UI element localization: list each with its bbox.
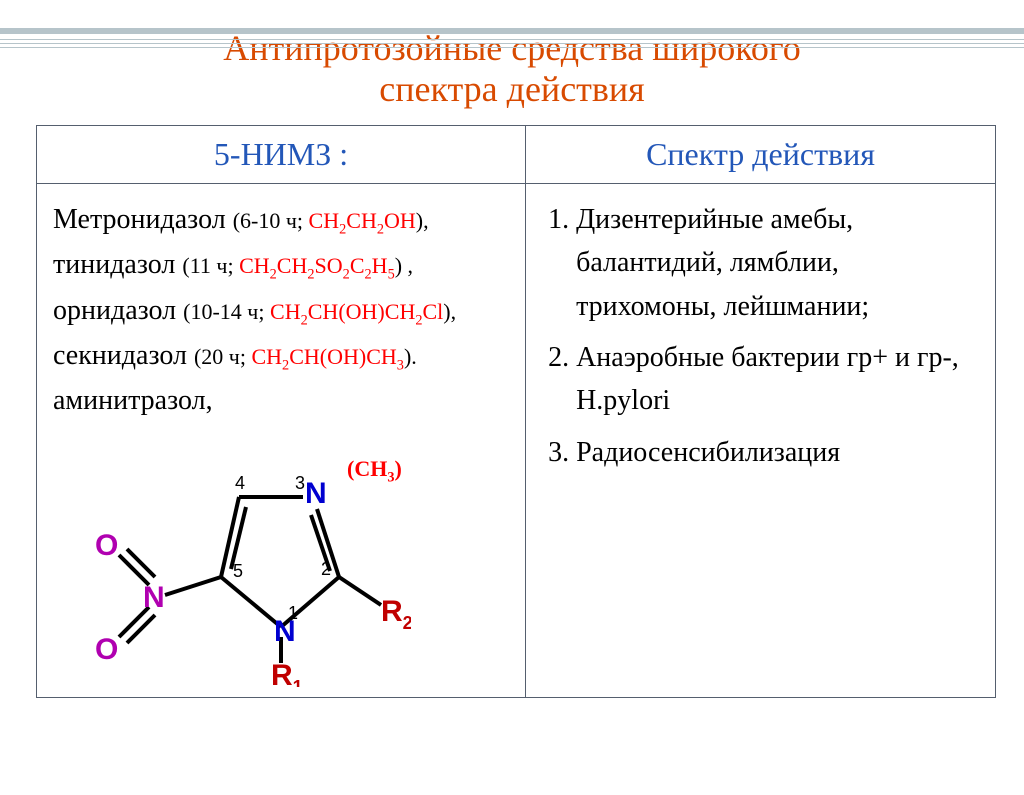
drug-detail-post: ), [416,208,429,233]
title-line-2: спектра действия [379,69,644,109]
drug-line: Метронидазол (6-10 ч; CH2CH2OH), [53,198,509,241]
atom-n-nitro: N [143,581,165,614]
ch3-label: (CH3) [347,452,402,489]
ringnum-5: 5 [233,561,243,581]
drug-detail-post: ). [404,344,417,369]
drug-formula: CH2CH(OH)CH3 [251,344,403,369]
drug-formula: CH2CH2OH [309,208,416,233]
spectrum-item: Анаэробные бактерии гр+ и гр-, H.pylori [576,336,979,423]
atom-o2: O [95,633,118,666]
drugs-list: Метронидазол (6-10 ч; CH2CH2OH),тинидазо… [53,198,509,423]
drug-line: секнидазол (20 ч; CH2CH(OH)CH3). [53,334,509,377]
atom-o1: O [95,529,118,562]
table-body-row: Метронидазол (6-10 ч; CH2CH2OH),тинидазо… [37,183,996,697]
slide-rule-lines [0,36,1024,48]
cell-drugs: Метронидазол (6-10 ч; CH2CH2OH),тинидазо… [37,183,526,697]
spectrum-list: Дизентерийные амебы, балантидий, лямблии… [542,198,979,474]
drug-detail-pre: (20 ч; [194,344,252,369]
header-right: Спектр действия [526,125,996,183]
header-right-text: Спектр действия [646,136,875,172]
drug-formula: CH2CH(OH)CH2Cl [270,299,443,324]
drug-detail-pre: (11 ч; [182,253,239,278]
drug-line: аминитразол, [53,379,509,422]
ch3-text: (CH3) [347,456,402,481]
atom-n3: N [305,477,327,510]
drug-formula: CH2CH2SO2C2H5 [239,253,395,278]
drug-name: тинидазол [53,249,182,280]
drug-detail-post: ) , [395,253,413,278]
drug-line: орнидазол (10-14 ч; CH2CH(OH)CH2Cl), [53,289,509,332]
drug-detail-pre: (10-14 ч; [183,299,270,324]
ringnum-2: 2 [321,559,331,579]
atom-r2: R2 [381,595,411,633]
drug-name: Метронидазол [53,204,233,235]
ringnum-1: 1 [288,603,298,623]
slide-top-border [0,28,1024,34]
table-header-row: 5-НИМЗ : Спектр действия [37,125,996,183]
drug-name: аминитразол, [53,385,213,416]
header-left: 5-НИМЗ : [37,125,526,183]
ringnum-3: 3 [295,473,305,493]
main-table: 5-НИМЗ : Спектр действия Метронидазол (6… [36,125,996,698]
atom-r1: R1 [271,659,303,687]
drug-detail-pre: (6-10 ч; [233,208,309,233]
drug-line: тинидазол (11 ч; CH2CH2SO2C2H5) , [53,243,509,286]
drug-name: секнидазол [53,340,194,371]
cell-spectrum: Дизентерийные амебы, балантидий, лямблии… [526,183,996,697]
drug-name: орнидазол [53,295,183,326]
spectrum-item: Радиосенсибилизация [576,431,979,474]
drug-detail-post: ), [443,299,456,324]
header-left-text: 5-НИМЗ : [214,136,348,172]
main-table-wrap: 5-НИМЗ : Спектр действия Метронидазол (6… [36,125,996,698]
ringnum-4: 4 [235,473,245,493]
spectrum-item: Дизентерийные амебы, балантидий, лямблии… [576,198,979,328]
title-line-1: Антипротозойные средства широкого [223,28,801,68]
